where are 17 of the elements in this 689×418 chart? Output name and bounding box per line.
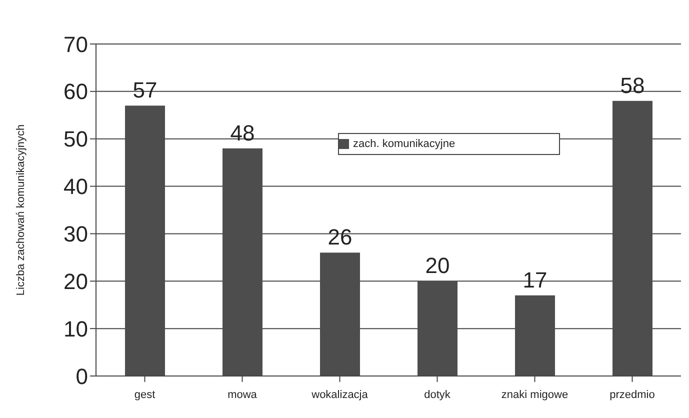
x-tick-label: mowa (228, 388, 258, 401)
x-tick-label: wokalizacja (310, 388, 369, 401)
y-tick-label: 0 (76, 364, 88, 389)
y-tick-label: 40 (64, 174, 88, 200)
y-tick-label: 60 (64, 79, 88, 104)
y-tick-label: 30 (64, 222, 88, 247)
y-tick-label: 10 (64, 316, 88, 342)
x-tick-label: znaki migowe (501, 388, 568, 401)
data-label: 20 (425, 253, 450, 278)
x-tick-label: przedmio (610, 388, 655, 401)
legend-label: zach. komunikacyjne (353, 138, 456, 150)
y-tick-label: 20 (64, 268, 88, 294)
y-tick-label: 70 (64, 32, 88, 57)
y-axis-title: Liczba zachowań komunikacyjnych (14, 124, 27, 296)
y-tick-label: 50 (64, 126, 88, 152)
x-tick-label: dotyk (424, 388, 451, 401)
x-tick-label: gest (134, 388, 156, 401)
